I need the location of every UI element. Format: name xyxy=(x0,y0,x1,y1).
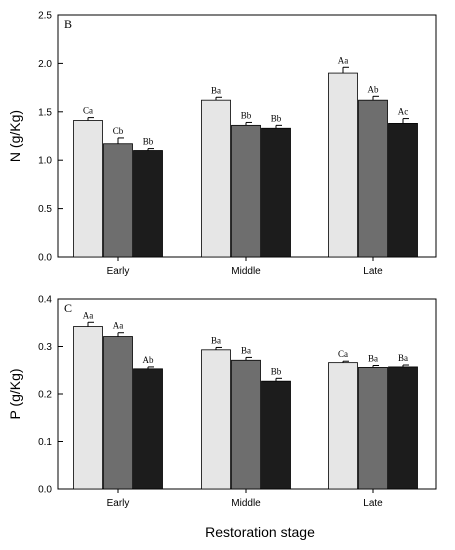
y-tick-label: 1.0 xyxy=(38,156,52,167)
y-tick-label: 0.4 xyxy=(38,295,52,306)
significance-label: Aa xyxy=(83,310,94,320)
x-tick-label: Late xyxy=(363,498,383,509)
x-tick-label: Late xyxy=(363,266,383,277)
significance-label: Cb xyxy=(113,126,124,136)
significance-label: Bb xyxy=(271,366,282,376)
bar xyxy=(231,359,261,490)
x-tick-label: Middle xyxy=(231,498,261,509)
x-tick-label: Middle xyxy=(231,266,261,277)
significance-label: Bb xyxy=(271,113,282,123)
y-tick-label: 0.3 xyxy=(38,342,52,353)
significance-label: Ba xyxy=(211,85,221,95)
y-tick-label: 1.5 xyxy=(38,107,52,118)
bar xyxy=(358,99,388,258)
y-tick-label: 0.1 xyxy=(38,437,52,448)
y-tick-label: 0.2 xyxy=(38,390,52,401)
bar xyxy=(103,336,133,490)
x-axis-title: Restoration stage xyxy=(205,524,315,540)
bar xyxy=(133,150,163,258)
significance-label: Ac xyxy=(398,107,409,117)
x-tick-label: Early xyxy=(107,498,130,509)
bar xyxy=(261,127,291,258)
y-tick-label: 0.5 xyxy=(38,204,52,215)
y-tick-label: 0.0 xyxy=(38,485,52,496)
significance-label: Ab xyxy=(368,84,379,94)
x-tick-label: Early xyxy=(107,266,130,277)
bar xyxy=(388,123,418,258)
bar xyxy=(328,362,358,490)
bar xyxy=(103,143,133,258)
y-axis-title: N (g/Kg) xyxy=(7,110,23,162)
y-tick-label: 2.0 xyxy=(38,59,52,70)
bar xyxy=(388,366,418,490)
significance-label: Aa xyxy=(338,55,349,65)
significance-label: Ba xyxy=(398,353,408,363)
significance-label: Ab xyxy=(143,355,154,365)
significance-label: Ba xyxy=(368,354,378,364)
significance-label: Aa xyxy=(113,321,124,331)
panel-p-chart: C 0.0 0.1 0.2 0.3 0.4 P (g/Kg) Early Middle Late A… xyxy=(7,295,437,509)
significance-label: Ca xyxy=(83,106,93,116)
bar xyxy=(201,99,231,258)
bar xyxy=(201,349,231,490)
significance-label: Bb xyxy=(241,110,252,120)
y-axis-title: P (g/Kg) xyxy=(7,368,23,419)
y-tick-label: 2.5 xyxy=(38,11,52,22)
bar xyxy=(73,326,103,490)
significance-label: Ca xyxy=(338,349,348,359)
bar xyxy=(328,72,358,258)
panel-letter: B xyxy=(64,17,72,31)
bar xyxy=(231,124,261,258)
bar xyxy=(73,120,103,258)
panel-n-chart: B 0.0 0.5 1.0 1.5 2.0 2.5 N (g/Kg) Early Middle La… xyxy=(7,11,437,277)
y-tick-label: 0.0 xyxy=(38,253,52,264)
bar xyxy=(358,366,388,490)
significance-label: Ba xyxy=(211,335,221,345)
significance-label: Ba xyxy=(241,345,251,355)
significance-label: Bb xyxy=(143,137,154,147)
bar xyxy=(133,368,163,490)
panel-letter: C xyxy=(64,301,72,315)
bar xyxy=(261,380,291,490)
